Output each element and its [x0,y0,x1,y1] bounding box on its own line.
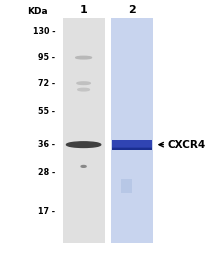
Text: 28 -: 28 - [38,168,55,177]
Text: 36 -: 36 - [38,140,55,149]
Ellipse shape [76,56,92,59]
Ellipse shape [77,82,90,84]
Bar [111,18,153,243]
Text: 2: 2 [128,5,136,15]
Text: 1: 1 [80,5,88,15]
Text: 17 -: 17 - [38,207,55,216]
Text: 95 -: 95 - [38,53,55,62]
Bar [112,140,152,148]
Bar [112,140,152,150]
Text: 55 -: 55 - [38,107,55,116]
Ellipse shape [66,142,101,147]
Ellipse shape [78,88,89,91]
Bar [121,179,132,193]
Text: KDa: KDa [27,7,48,16]
Ellipse shape [81,166,86,167]
Bar [63,18,104,243]
Text: 130 -: 130 - [33,27,55,37]
Text: CXCR4: CXCR4 [167,140,205,150]
Bar [112,140,152,147]
Text: 72 -: 72 - [38,79,55,88]
